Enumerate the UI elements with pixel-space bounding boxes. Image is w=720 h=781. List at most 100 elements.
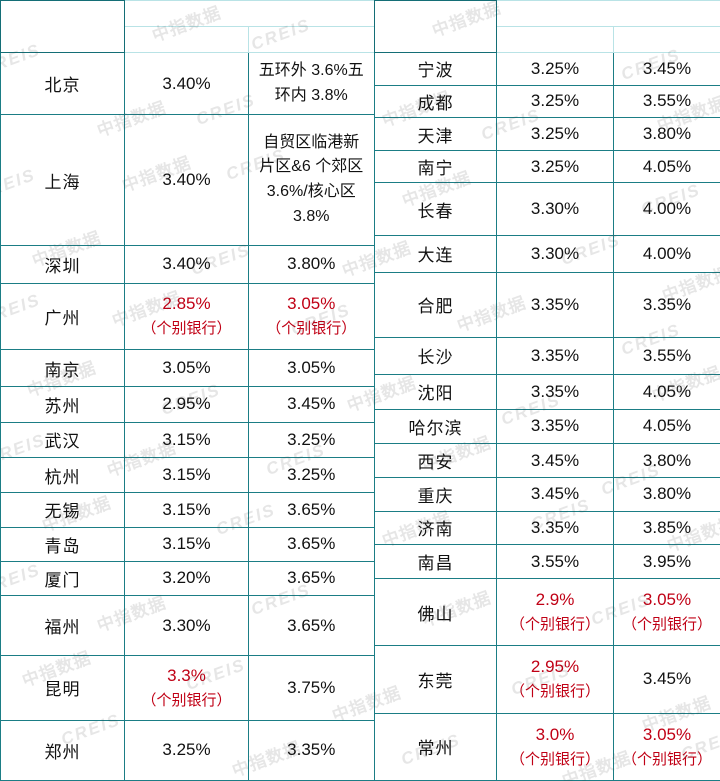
- rate-note: （个别银行）: [509, 750, 600, 768]
- rate-value: 3.45%: [287, 394, 336, 414]
- rate-value: 3.25%: [287, 429, 336, 449]
- second-home-rate-cell: 3.65%: [248, 526, 375, 562]
- rate-value: 3.35%: [530, 416, 580, 436]
- rate-value: 3.25%: [287, 465, 336, 485]
- city-name-cell: 武汉: [0, 421, 125, 458]
- rate-value: 3.75%: [287, 677, 336, 697]
- table-row: 西安 3.45% 3.80%: [374, 443, 720, 478]
- right-table-body: 宁波 3.25% 3.45% 成都 3.25% 3.55% 天津 3.25% 3.80% 南宁 3.…: [374, 52, 720, 781]
- first-home-rate-cell: 3.40%: [124, 51, 249, 116]
- second-home-rate-cell: 4.05%: [613, 408, 720, 445]
- city-name-cell: 成都: [374, 84, 497, 119]
- second-home-rate-cell: 3.55%: [613, 337, 720, 375]
- table-row: 东莞 2.95% （个别银行） 3.45%: [374, 645, 720, 714]
- rate-value: 3.40%: [162, 170, 211, 190]
- first-home-rate-cell: 2.9% （个别银行）: [496, 577, 614, 647]
- rate-value: 3.55%: [530, 551, 580, 571]
- second-home-rate-cell: 3.35%: [248, 719, 375, 781]
- table-row: 济南 3.35% 3.85%: [374, 510, 720, 546]
- rate-value: 3.25%: [530, 58, 580, 78]
- rate-note: （个别银行）: [141, 320, 232, 338]
- city-name-cell: 济南: [374, 510, 497, 546]
- city-name-cell: 杭州: [0, 456, 125, 494]
- second-home-rate-cell: 3.35%: [613, 271, 720, 339]
- rate-value: 3.05%: [287, 358, 336, 378]
- first-home-rate-cell: 3.30%: [496, 235, 614, 273]
- table-row: 常州 3.0% （个别银行） 3.05% （个别银行）: [374, 712, 720, 781]
- table-row: 上海 3.40% 自贸区临港新 片区&6 个郊区 3.6%/核心区 3.8%: [0, 114, 375, 247]
- first-home-rate-cell: 3.05%: [124, 348, 249, 388]
- city-name-cell: 南昌: [374, 544, 497, 579]
- city-name-cell: 郑州: [0, 719, 125, 781]
- table-row: 武汉 3.15% 3.25%: [0, 421, 375, 458]
- city-name-cell: 广州: [0, 282, 125, 350]
- city-name-cell: 上海: [0, 114, 125, 247]
- table-row: 昆明 3.3% （个别银行） 3.75%: [0, 655, 375, 721]
- first-home-rate-cell: 3.0% （个别银行）: [496, 712, 614, 781]
- table-row: 沈阳 3.35% 4.05%: [374, 373, 720, 410]
- second-home-rate-cell: 3.05% （个别银行）: [613, 577, 720, 647]
- rate-value: 3.45%: [642, 669, 692, 689]
- rate-value: 3.80%: [287, 254, 336, 274]
- table-row: 天津 3.25% 3.80%: [374, 117, 720, 151]
- city-name-cell: 重庆: [374, 476, 497, 512]
- first-home-rate-cell: 3.30%: [124, 595, 249, 657]
- table-row: 苏州 2.95% 3.45%: [0, 386, 375, 423]
- rate-value: 3.55%: [642, 91, 692, 111]
- rate-value: 3.45%: [530, 450, 580, 470]
- city-name-cell: 西安: [374, 443, 497, 478]
- second-home-rate-cell: 3.65%: [248, 560, 375, 597]
- rate-value: 3.15%: [162, 534, 211, 554]
- rate-value: 3.25%: [530, 91, 580, 111]
- first-home-rate-cell: 3.40%: [124, 245, 249, 284]
- second-home-rate-cell: 4.00%: [613, 182, 720, 237]
- header-group-rate: 商业房贷利率下限: [496, 0, 720, 27]
- second-home-rate-cell: 3.05%: [248, 348, 375, 388]
- rate-value: 3.55%: [642, 345, 692, 365]
- city-name-cell: 哈尔滨: [374, 408, 497, 445]
- first-home-rate-cell: 3.25%: [124, 719, 249, 781]
- rate-value: 3.45%: [642, 58, 692, 78]
- header-city: 城市: [0, 0, 125, 53]
- second-home-rate-cell: 4.05%: [613, 149, 720, 184]
- rate-value: 3.45%: [530, 484, 580, 504]
- header-city: 城市: [374, 0, 497, 53]
- table-row: 青岛 3.15% 3.65%: [0, 526, 375, 562]
- rate-text-line: 环内 3.8%: [274, 86, 348, 104]
- first-home-rate-cell: 3.15%: [124, 526, 249, 562]
- rate-value: 3.20%: [162, 568, 211, 588]
- second-home-rate-cell: 自贸区临港新 片区&6 个郊区 3.6%/核心区 3.8%: [248, 114, 375, 247]
- first-home-rate-cell: 3.30%: [496, 182, 614, 237]
- second-home-rate-cell: 3.80%: [613, 443, 720, 478]
- rate-value: 3.35%: [530, 345, 580, 365]
- left-table-body: 北京 3.40% 五环外 3.6%五 环内 3.8% 上海 3.40% 自贸区临港新 片区&6…: [0, 51, 375, 781]
- right-table-container: 城市 商业房贷利率下限 首套 二套 宁波 3.25% 3.45% 成都 3.25% 3.5…: [374, 0, 720, 781]
- second-home-rate-cell: 3.80%: [613, 117, 720, 151]
- rate-value: 4.05%: [642, 156, 692, 176]
- first-home-rate-cell: 3.55%: [496, 544, 614, 579]
- table-row: 长沙 3.35% 3.55%: [374, 337, 720, 375]
- table-row: 宁波 3.25% 3.45%: [374, 52, 720, 86]
- city-name-cell: 合肥: [374, 271, 497, 339]
- rate-text-line: 片区&6 个郊区: [259, 158, 364, 176]
- first-home-rate-cell: 3.45%: [496, 476, 614, 512]
- first-home-rate-cell: 3.15%: [124, 421, 249, 458]
- city-name-cell: 无锡: [0, 492, 125, 528]
- first-home-rate-cell: 3.35%: [496, 373, 614, 410]
- header-row-2: 首套 二套: [1, 26, 375, 53]
- header-row-2: 首套 二套: [375, 26, 720, 53]
- city-name-cell: 深圳: [0, 245, 125, 284]
- table-row: 北京 3.40% 五环外 3.6%五 环内 3.8%: [0, 51, 375, 116]
- first-home-rate-cell: 3.25%: [496, 84, 614, 119]
- rate-value: 3.15%: [162, 499, 211, 519]
- city-name-cell: 大连: [374, 235, 497, 273]
- rate-note: （个别银行）: [509, 683, 600, 701]
- second-home-rate-cell: 3.45%: [248, 386, 375, 423]
- rate-value: 3.85%: [642, 517, 692, 537]
- second-home-rate-cell: 3.85%: [613, 510, 720, 546]
- rate-value: 3.35%: [530, 381, 580, 401]
- rate-value: 3.80%: [642, 124, 692, 144]
- rate-value: 3.15%: [162, 429, 211, 449]
- left-table: 城市 商业房贷利率下限 首套 二套 北京 3.40% 五环外 3.6%五 环内 3.8…: [0, 0, 376, 781]
- rate-value: 3.95%: [642, 551, 692, 571]
